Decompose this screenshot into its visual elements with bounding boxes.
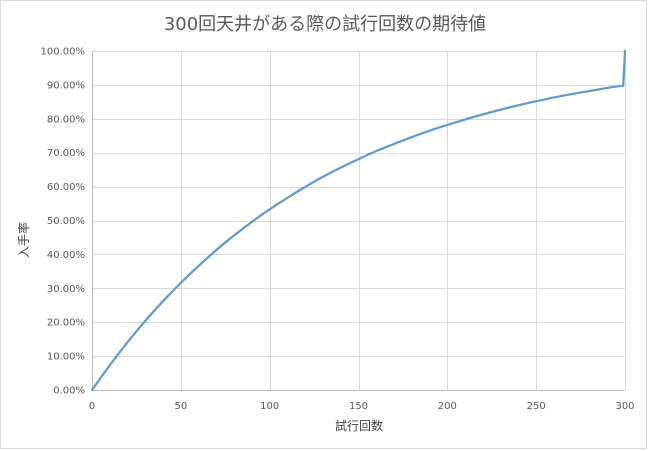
y-tick-label: 10.00% (47, 352, 85, 363)
axes (92, 51, 625, 391)
y-tick-label: 0.00% (53, 386, 85, 397)
gridlines (92, 51, 626, 390)
x-tick-label: 200 (438, 401, 457, 412)
y-tick-label: 90.00% (47, 80, 85, 91)
y-tick-label: 80.00% (47, 114, 85, 125)
y-axis-title: 入手率 (16, 222, 31, 258)
x-axis-ticks: 0 50 100 150 200 250 300 (89, 401, 635, 412)
y-tick-label: 100.00% (41, 47, 86, 58)
x-axis-title: 試行回数 (335, 418, 383, 433)
chart-title: 300回天井がある際の試行回数の期待値 (164, 14, 486, 35)
x-tick-label: 300 (615, 401, 634, 412)
series-layer (90, 49, 627, 392)
y-axis-ticks: 0.00% 10.00% 20.00% 30.00% 40.00% 50.00% 60.00… (41, 47, 86, 397)
y-tick-label: 40.00% (47, 250, 85, 261)
x-tick-label: 0 (89, 401, 95, 412)
y-tick-label: 50.00% (47, 216, 85, 227)
y-tick-label: 70.00% (47, 148, 85, 159)
x-tick-label: 150 (349, 401, 368, 412)
y-tick-label: 20.00% (47, 318, 85, 329)
series-line (90, 49, 627, 392)
y-tick-label: 30.00% (47, 284, 85, 295)
x-tick-label: 100 (260, 401, 279, 412)
y-tick-label: 60.00% (47, 182, 85, 193)
x-tick-label: 50 (174, 401, 187, 412)
x-tick-label: 250 (527, 401, 546, 412)
